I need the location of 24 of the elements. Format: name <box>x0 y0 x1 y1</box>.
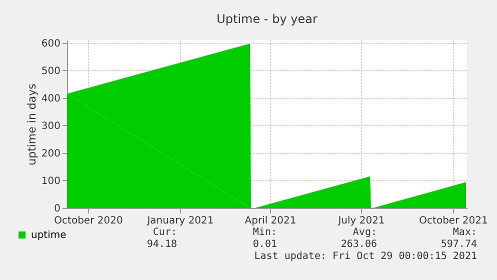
x-tick-label: October 2020 <box>54 216 123 226</box>
x-tick-label: October 2021 <box>419 216 488 226</box>
text: 263.06 <box>340 239 377 250</box>
text: Avg: <box>352 227 377 238</box>
text: Min: <box>252 227 277 238</box>
text: 597.74 <box>440 239 477 250</box>
y-tick-label: 100 <box>41 176 60 187</box>
chart-title: Uptime - by year <box>216 12 318 26</box>
text: 94.18 <box>146 239 177 250</box>
y-tick-label: 400 <box>41 93 60 104</box>
text: Last update: Fri Oct 29 00:00:15 2021 <box>254 251 477 262</box>
legend-label: uptime <box>31 230 66 241</box>
text: Cur: <box>152 227 177 238</box>
text: 0.01 <box>252 239 277 250</box>
x-tick-label: April 2021 <box>244 216 296 226</box>
text: Max: <box>452 227 477 238</box>
x-tick-label: January 2021 <box>146 216 214 226</box>
y-tick-label: 200 <box>41 148 60 160</box>
y-tick-label: 500 <box>41 66 60 77</box>
y-tick-label: 300 <box>41 120 60 132</box>
y-axis-title: uptime in days <box>25 83 38 166</box>
y-tick-label: 0 <box>54 204 60 214</box>
x-tick-label: July 2021 <box>337 216 385 226</box>
y-tick-label: 600 <box>41 38 60 50</box>
